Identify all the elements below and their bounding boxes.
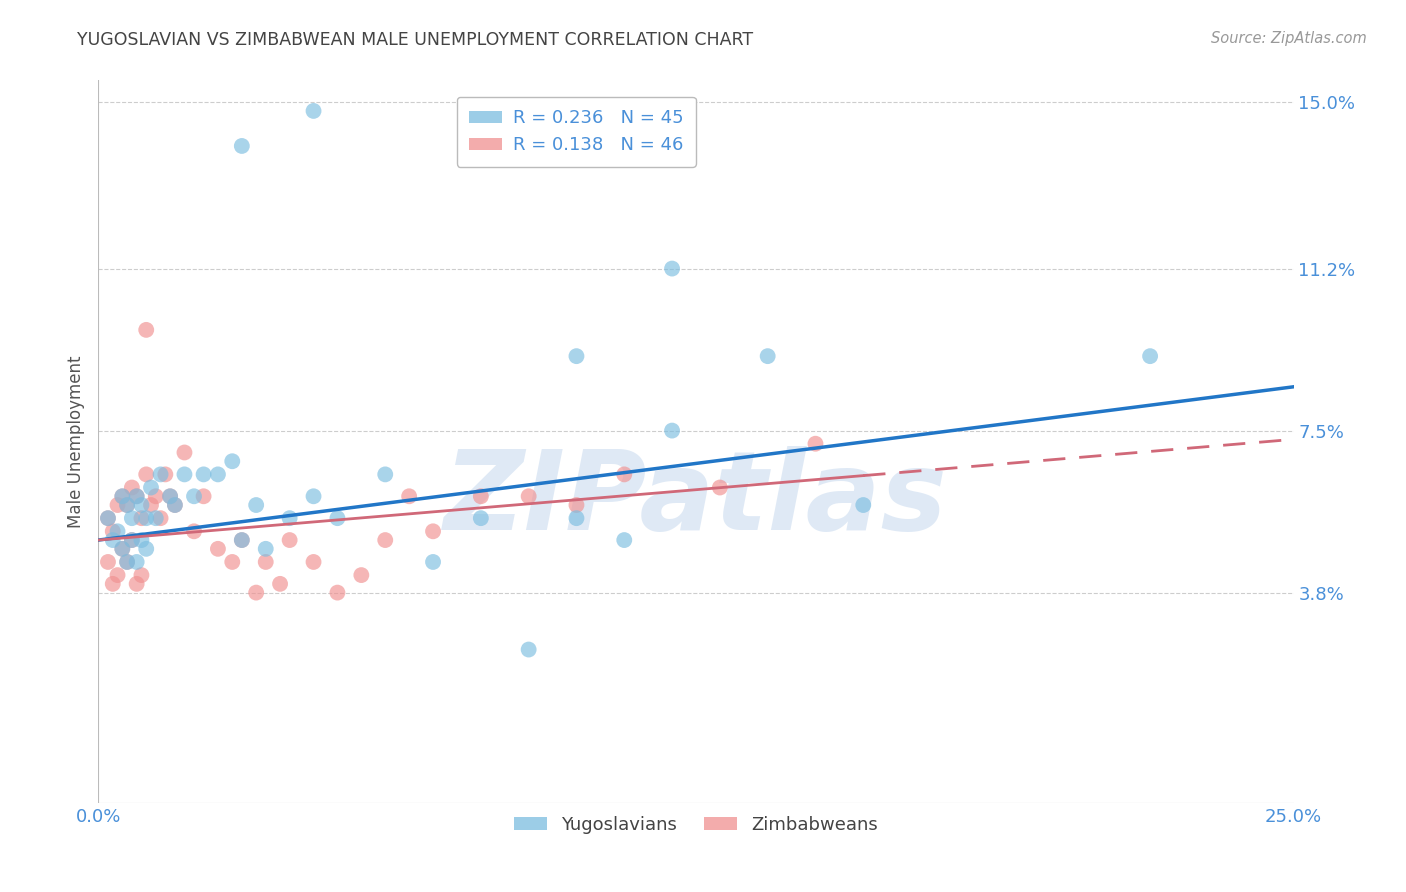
Point bbox=[173, 445, 195, 459]
Point bbox=[350, 568, 373, 582]
Point bbox=[193, 467, 215, 482]
Point bbox=[193, 489, 215, 503]
Point bbox=[302, 555, 325, 569]
Point bbox=[107, 498, 129, 512]
Point bbox=[101, 577, 124, 591]
Point bbox=[231, 139, 253, 153]
Point bbox=[278, 511, 301, 525]
Point bbox=[149, 511, 172, 525]
Point bbox=[173, 467, 195, 482]
Point bbox=[107, 568, 129, 582]
Point bbox=[97, 511, 120, 525]
Point bbox=[115, 555, 138, 569]
Point bbox=[125, 489, 148, 503]
Point bbox=[121, 533, 143, 547]
Point bbox=[125, 555, 148, 569]
Point bbox=[97, 555, 120, 569]
Point bbox=[111, 541, 134, 556]
Point bbox=[245, 498, 267, 512]
Point bbox=[159, 489, 181, 503]
Point bbox=[231, 533, 253, 547]
Point bbox=[125, 577, 148, 591]
Point bbox=[374, 533, 396, 547]
Point bbox=[131, 568, 153, 582]
Point bbox=[135, 467, 157, 482]
Point bbox=[163, 498, 186, 512]
Point bbox=[254, 555, 277, 569]
Y-axis label: Male Unemployment: Male Unemployment bbox=[66, 355, 84, 528]
Point bbox=[374, 467, 396, 482]
Point bbox=[135, 511, 157, 525]
Point bbox=[111, 541, 134, 556]
Point bbox=[804, 436, 827, 450]
Point bbox=[139, 498, 162, 512]
Point bbox=[517, 642, 540, 657]
Point bbox=[661, 424, 683, 438]
Point bbox=[470, 511, 492, 525]
Point bbox=[1139, 349, 1161, 363]
Point bbox=[661, 261, 683, 276]
Point bbox=[221, 555, 243, 569]
Point bbox=[97, 511, 120, 525]
Point bbox=[245, 585, 267, 599]
Point bbox=[115, 498, 138, 512]
Point bbox=[565, 349, 588, 363]
Point bbox=[131, 533, 153, 547]
Point bbox=[565, 511, 588, 525]
Text: Source: ZipAtlas.com: Source: ZipAtlas.com bbox=[1211, 31, 1367, 46]
Point bbox=[111, 489, 134, 503]
Point bbox=[121, 533, 143, 547]
Legend: Yugoslavians, Zimbabweans: Yugoslavians, Zimbabweans bbox=[508, 808, 884, 841]
Point bbox=[207, 467, 229, 482]
Point bbox=[422, 555, 444, 569]
Point bbox=[125, 489, 148, 503]
Point bbox=[422, 524, 444, 539]
Point bbox=[111, 489, 134, 503]
Point bbox=[269, 577, 291, 591]
Point bbox=[254, 541, 277, 556]
Point bbox=[155, 467, 177, 482]
Point bbox=[278, 533, 301, 547]
Point bbox=[613, 533, 636, 547]
Point bbox=[183, 524, 205, 539]
Point bbox=[159, 489, 181, 503]
Point bbox=[302, 103, 325, 118]
Point bbox=[565, 498, 588, 512]
Point bbox=[613, 467, 636, 482]
Point bbox=[163, 498, 186, 512]
Point bbox=[149, 467, 172, 482]
Point bbox=[326, 585, 349, 599]
Point bbox=[231, 533, 253, 547]
Point bbox=[302, 489, 325, 503]
Point bbox=[115, 555, 138, 569]
Point bbox=[756, 349, 779, 363]
Text: YUGOSLAVIAN VS ZIMBABWEAN MALE UNEMPLOYMENT CORRELATION CHART: YUGOSLAVIAN VS ZIMBABWEAN MALE UNEMPLOYM… bbox=[77, 31, 754, 49]
Point bbox=[107, 524, 129, 539]
Point bbox=[139, 481, 162, 495]
Point bbox=[709, 481, 731, 495]
Point bbox=[101, 533, 124, 547]
Point bbox=[470, 489, 492, 503]
Point bbox=[852, 498, 875, 512]
Point bbox=[207, 541, 229, 556]
Point bbox=[517, 489, 540, 503]
Point bbox=[115, 498, 138, 512]
Point bbox=[221, 454, 243, 468]
Point bbox=[145, 489, 167, 503]
Point bbox=[183, 489, 205, 503]
Point bbox=[131, 498, 153, 512]
Point bbox=[135, 541, 157, 556]
Text: ZIPatlas: ZIPatlas bbox=[444, 446, 948, 553]
Point bbox=[121, 481, 143, 495]
Point bbox=[135, 323, 157, 337]
Point bbox=[121, 511, 143, 525]
Point bbox=[145, 511, 167, 525]
Point bbox=[398, 489, 420, 503]
Point bbox=[326, 511, 349, 525]
Point bbox=[131, 511, 153, 525]
Point bbox=[101, 524, 124, 539]
